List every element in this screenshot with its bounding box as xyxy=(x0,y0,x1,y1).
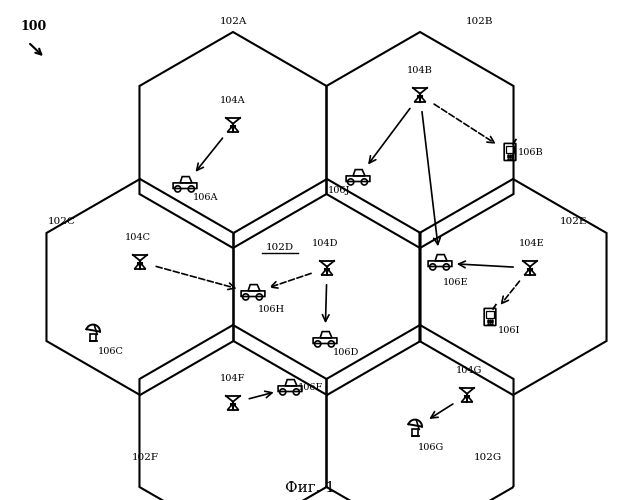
Text: 106B: 106B xyxy=(518,148,544,157)
Text: 104E: 104E xyxy=(519,239,545,248)
Text: 102G: 102G xyxy=(474,454,502,462)
Text: 104B: 104B xyxy=(407,66,433,75)
Text: 106D: 106D xyxy=(333,348,360,357)
Bar xyxy=(412,430,418,436)
Text: 100: 100 xyxy=(20,20,46,33)
Bar xyxy=(506,146,514,154)
Bar xyxy=(90,334,96,342)
Bar xyxy=(486,310,494,318)
Text: 104G: 104G xyxy=(456,366,482,375)
Text: 106E: 106E xyxy=(443,278,469,287)
Text: 104C: 104C xyxy=(125,233,151,242)
Text: 104F: 104F xyxy=(220,374,246,383)
Text: 106H: 106H xyxy=(258,305,285,314)
Text: 106J: 106J xyxy=(328,186,350,195)
Text: 104A: 104A xyxy=(220,96,246,105)
Text: 102B: 102B xyxy=(466,18,494,26)
Text: 102A: 102A xyxy=(219,18,247,26)
Text: 106G: 106G xyxy=(418,443,445,452)
Text: 102D: 102D xyxy=(266,244,294,252)
Text: 106A: 106A xyxy=(193,193,218,202)
Text: 102C: 102C xyxy=(48,218,76,226)
Text: 102F: 102F xyxy=(131,454,159,462)
Text: 102E: 102E xyxy=(559,218,587,226)
Text: 104D: 104D xyxy=(312,239,339,248)
Text: 106I: 106I xyxy=(498,326,521,335)
Text: Фиг. 1: Фиг. 1 xyxy=(285,481,335,495)
Text: 106C: 106C xyxy=(98,347,124,356)
Text: 106F: 106F xyxy=(298,383,324,392)
